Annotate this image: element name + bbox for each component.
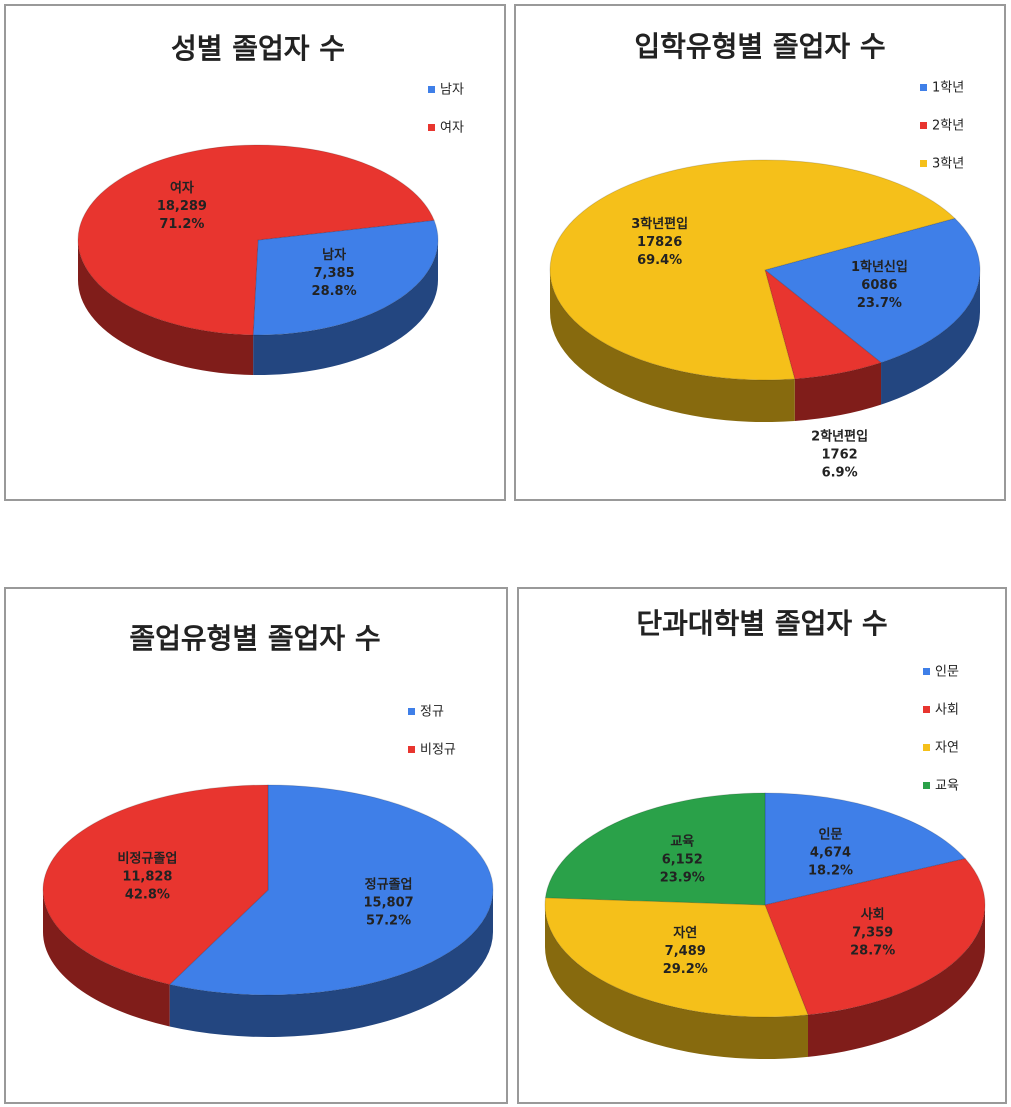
data-label: 29.2% [663, 962, 708, 977]
data-label: 정규졸업 [365, 876, 413, 892]
pie-side [545, 905, 809, 1059]
data-label: 15,807 [364, 895, 414, 910]
legend-label: 교육 [935, 779, 959, 794]
legend-label: 인문 [935, 665, 959, 680]
pie-slice [764, 792, 967, 906]
pie-slice [252, 219, 439, 336]
chart-title: 졸업유형별 졸업자 수 [129, 622, 380, 655]
data-label: 4,674 [810, 846, 851, 861]
pie-side [881, 270, 980, 405]
data-label: 2학년편입 [811, 429, 868, 445]
data-label: 23.9% [660, 871, 705, 886]
legend-swatch [923, 706, 930, 713]
legend-label: 1학년 [932, 81, 964, 96]
data-label: 28.7% [850, 944, 895, 959]
chart-title: 단과대학별 졸업자 수 [636, 607, 887, 640]
legend-label: 남자 [440, 83, 464, 98]
chart-title: 성별 졸업자 수 [171, 32, 345, 65]
legend-swatch [428, 124, 435, 131]
pie-side [253, 240, 438, 375]
data-label: 7,385 [314, 266, 355, 281]
data-label: 42.8% [125, 888, 170, 903]
data-label: 6,152 [662, 853, 703, 868]
legend-swatch [923, 744, 930, 751]
data-label: 6086 [861, 278, 897, 293]
data-label: 28.8% [312, 284, 357, 299]
legend-swatch [920, 122, 927, 129]
data-label: 7,489 [665, 944, 706, 959]
legend-swatch [923, 782, 930, 789]
data-label: 17826 [637, 235, 682, 250]
data-label: 57.2% [366, 913, 411, 928]
data-label: 1762 [822, 448, 858, 463]
legend-label: 사회 [935, 703, 959, 718]
data-label: 69.4% [637, 253, 682, 268]
data-label: 비정규졸업 [117, 851, 177, 867]
data-label: 18.2% [808, 864, 853, 879]
legend-swatch [920, 160, 927, 167]
pie-slice [764, 858, 986, 1016]
data-label: 사회 [861, 907, 885, 923]
data-label: 11,828 [122, 870, 172, 885]
data-label: 교육 [670, 834, 694, 850]
legend-label: 정규 [420, 705, 444, 720]
pie-side [43, 890, 170, 1027]
pie-slice [549, 159, 956, 381]
data-label: 인문 [819, 827, 843, 843]
pie-side [169, 890, 494, 1037]
data-label: 18,289 [157, 199, 207, 214]
pie-slice [764, 268, 883, 380]
pie-side [550, 270, 795, 422]
chart-title: 입학유형별 졸업자 수 [634, 30, 885, 63]
data-label: 6.9% [822, 466, 858, 481]
data-label: 7,359 [852, 926, 893, 941]
pie-slice [77, 144, 435, 336]
legend-label: 2학년 [932, 119, 964, 134]
data-label: 71.2% [159, 217, 204, 232]
legend-swatch [408, 746, 415, 753]
legend-label: 자연 [935, 741, 959, 756]
pie-slice [544, 897, 809, 1018]
legend-swatch [428, 86, 435, 93]
pie-slice [168, 784, 494, 996]
pie-side [78, 240, 254, 375]
data-label: 여자 [170, 180, 194, 196]
legend-label: 여자 [440, 121, 464, 136]
legend-label: 3학년 [932, 157, 964, 172]
pie-side [794, 362, 882, 421]
data-label: 23.7% [857, 296, 902, 311]
legend-swatch [920, 84, 927, 91]
pie-slice [763, 217, 981, 364]
legend-swatch [408, 708, 415, 715]
data-label: 남자 [322, 247, 346, 263]
data-label: 자연 [673, 926, 697, 941]
legend-swatch [923, 668, 930, 675]
pie-slice [544, 792, 766, 906]
data-label: 1학년신입 [851, 259, 908, 275]
legend-label: 비정규 [420, 743, 456, 758]
data-label: 3학년편입 [631, 216, 688, 232]
pie-side [808, 905, 985, 1057]
pie-slice [42, 784, 269, 985]
